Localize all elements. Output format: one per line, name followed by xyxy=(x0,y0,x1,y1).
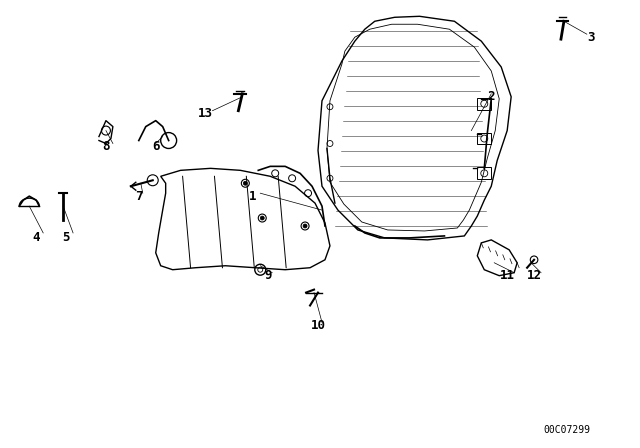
Text: 8: 8 xyxy=(102,140,109,153)
Text: 7: 7 xyxy=(135,190,143,202)
Text: 13: 13 xyxy=(198,107,213,120)
Text: 6: 6 xyxy=(152,140,159,153)
Text: 2: 2 xyxy=(488,90,495,103)
Text: 1: 1 xyxy=(248,190,256,202)
Text: 5: 5 xyxy=(62,232,70,245)
Text: 4: 4 xyxy=(33,232,40,245)
Bar xyxy=(477,98,492,110)
Circle shape xyxy=(243,181,247,185)
Text: 10: 10 xyxy=(310,319,326,332)
Text: 9: 9 xyxy=(264,269,272,282)
Bar xyxy=(477,133,492,145)
Text: 12: 12 xyxy=(527,269,541,282)
Circle shape xyxy=(303,224,307,228)
Circle shape xyxy=(260,216,264,220)
Text: 00C07299: 00C07299 xyxy=(544,425,591,435)
Bar xyxy=(477,168,492,179)
Text: 11: 11 xyxy=(500,269,515,282)
Text: 3: 3 xyxy=(587,30,595,43)
